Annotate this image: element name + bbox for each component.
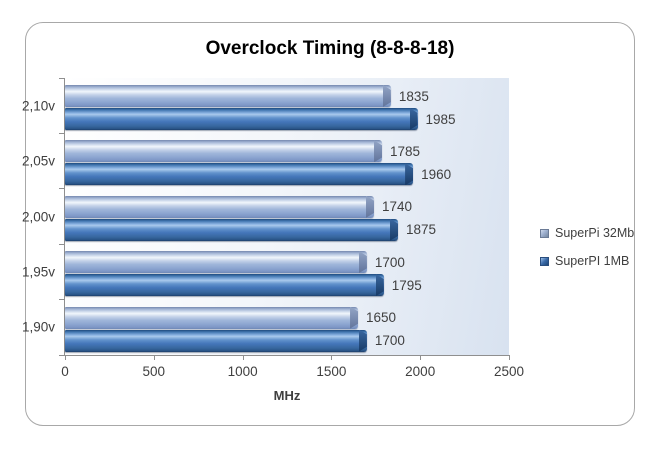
bar-superpi-32mb (65, 195, 375, 218)
y-axis-tick (59, 299, 65, 301)
x-axis-tick (509, 355, 510, 360)
bar-superpi-1mb (65, 108, 418, 130)
bar-value-label: 1785 (390, 143, 421, 159)
bar-row: 1835 (65, 85, 509, 107)
bar-value-label: 1960 (421, 166, 452, 182)
bar-row: 1875 (65, 218, 509, 241)
x-axis-tick (65, 355, 66, 360)
bar-superpi-32mb (65, 140, 383, 163)
x-axis-tick-label: 1000 (227, 364, 258, 379)
y-axis-label: 1,90v (21, 319, 55, 335)
x-axis-title: MHz (273, 388, 301, 403)
chart-frame: Overclock Timing (8-8-8-18) MHz 1835 1985… (22, 22, 635, 426)
bar-row: 1785 (65, 140, 509, 163)
chart-title: Overclock Timing (8-8-8-18) (205, 38, 455, 59)
bar-value-label: 1650 (366, 310, 397, 326)
legend-label: SuperPI 1MB (555, 254, 630, 268)
legend-label: SuperPi 32Mb (555, 226, 635, 240)
legend-marker-icon (540, 228, 549, 238)
bar-superpi-32mb (65, 306, 359, 329)
bar-group: 1740 1875 (65, 189, 509, 244)
bar-superpi-1mb (65, 218, 398, 241)
bar-superpi-32mb (65, 85, 391, 107)
y-axis-tick (59, 132, 65, 134)
x-axis-tick (242, 355, 244, 360)
y-axis-label: 2,05v (21, 153, 55, 169)
bar-row: 1985 (65, 108, 509, 130)
y-axis-label: 2,00v (21, 209, 55, 224)
bar-superpi-32mb (65, 251, 367, 274)
bar-value-label: 1875 (406, 222, 437, 238)
x-axis-tick-label: 500 (142, 364, 166, 379)
x-axis-tick (153, 355, 155, 360)
legend-marker-icon (540, 256, 549, 266)
y-axis-tick (59, 77, 65, 79)
bar-group: 1700 1795 (65, 244, 509, 299)
y-axis-tick (59, 243, 65, 245)
x-axis-tick-label: 1500 (316, 364, 347, 379)
y-axis-label: 1,95v (21, 264, 55, 280)
bar-group: 1650 1700 (65, 300, 509, 355)
bar-row: 1795 (65, 274, 509, 297)
bar-row: 1700 (65, 329, 509, 352)
bar-group: 1785 1960 (65, 133, 509, 188)
bar-superpi-1mb (65, 163, 414, 186)
x-axis-tick (331, 355, 333, 360)
bar-value-label: 1985 (425, 111, 456, 127)
bar-row: 1650 (65, 306, 509, 329)
bar-superpi-1mb (65, 274, 384, 297)
bar-value-label: 1700 (374, 254, 405, 270)
bar-value-label: 1795 (391, 277, 422, 293)
bar-superpi-1mb (65, 329, 367, 352)
x-axis-tick-label: 2500 (493, 364, 525, 379)
plot-area: MHz 1835 1985 2,10v 1785 1960 2,05v 1740 1875 2,… (22, 77, 524, 403)
bar-value-label: 1740 (382, 199, 413, 215)
bar-row: 1700 (65, 251, 509, 274)
bar-row: 1960 (65, 163, 509, 186)
x-axis-tick-label: 2000 (405, 364, 436, 379)
bar-row: 1740 (65, 195, 509, 218)
legend-item: SuperPI 1MB (540, 254, 634, 268)
y-axis-tick (59, 188, 65, 190)
y-axis-tick (59, 354, 65, 356)
legend-item: SuperPi 32Mb (540, 226, 634, 240)
y-axis-label: 2,10v (21, 98, 55, 114)
legend: SuperPi 32Mb SuperPI 1MB (540, 226, 634, 268)
bar-value-label: 1700 (374, 333, 405, 349)
x-axis-tick (420, 355, 422, 360)
bar-value-label: 1835 (398, 88, 429, 104)
bar-group: 1835 1985 (65, 78, 509, 133)
x-axis-tick-label: 0 (61, 364, 69, 379)
